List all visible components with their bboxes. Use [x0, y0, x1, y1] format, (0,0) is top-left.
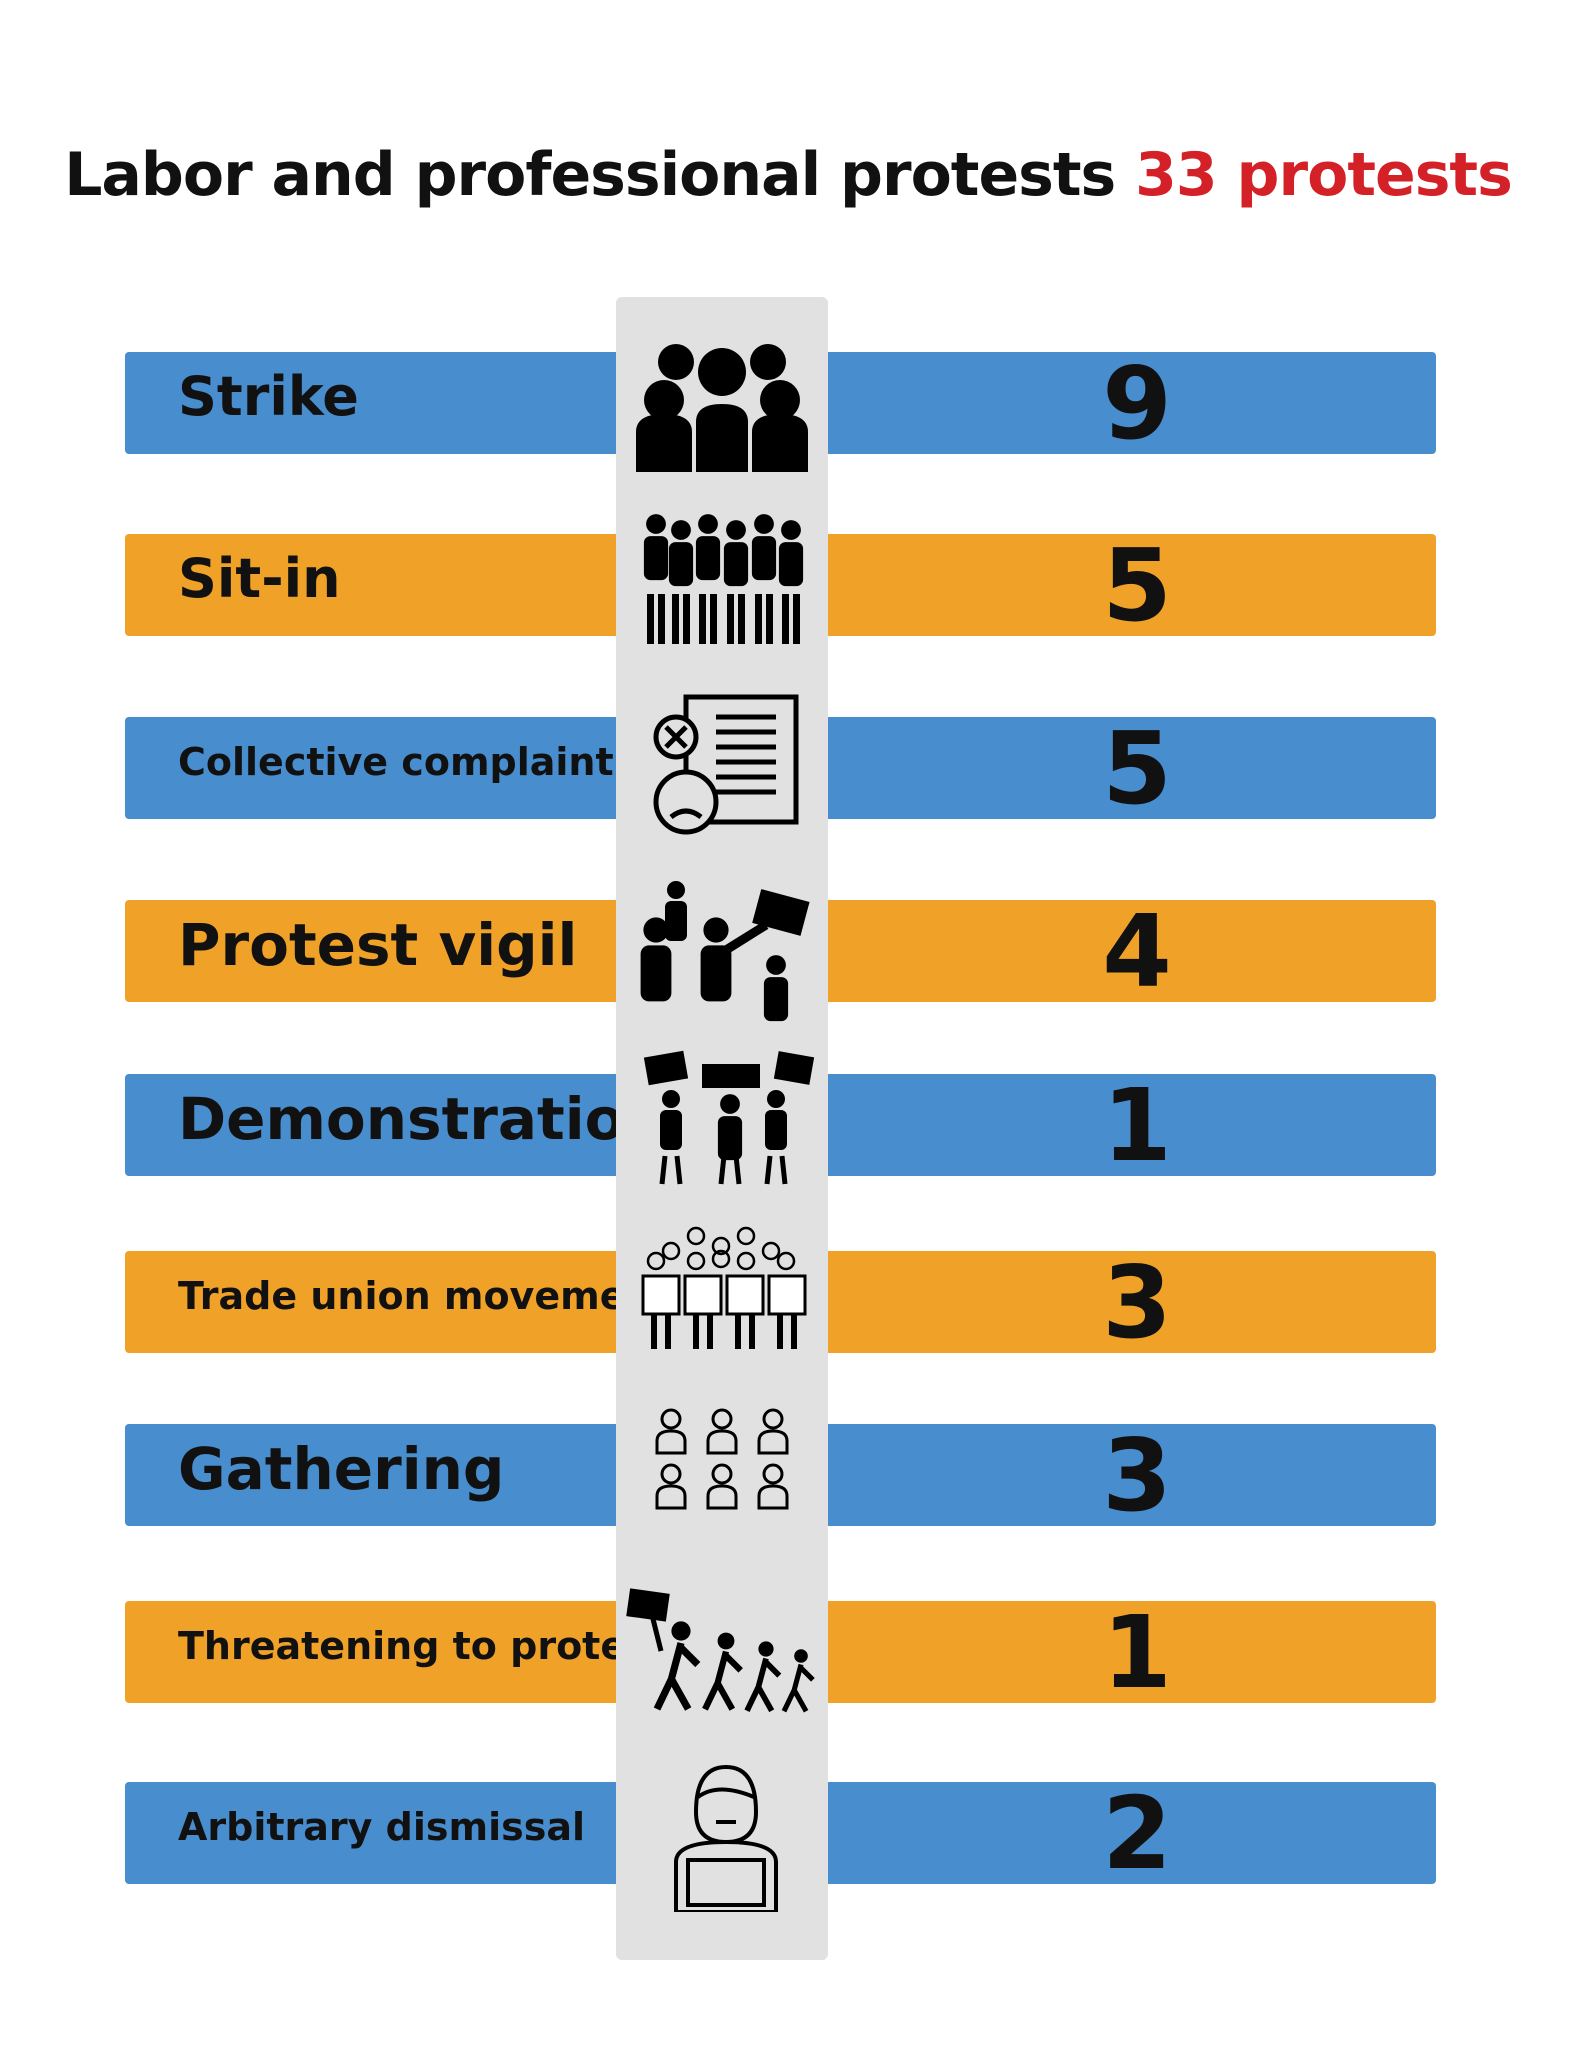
marching-protest-icon [626, 1571, 818, 1721]
protest-vigil-icon [626, 870, 818, 1022]
value-text: 9 [1102, 344, 1172, 462]
gathering-people-icon [626, 1394, 818, 1544]
crowd-icon [626, 322, 818, 472]
category-label: Strike [178, 365, 359, 428]
value-text: 4 [1102, 892, 1172, 1010]
category-label: Demonstration [178, 1085, 666, 1153]
sit-in-group-icon [626, 504, 818, 654]
category-label: Threatening to protest [178, 1624, 667, 1668]
value-text: 3 [1102, 1243, 1172, 1361]
value-text: 3 [1102, 1416, 1172, 1534]
value-text: 5 [1102, 526, 1172, 644]
value-text: 2 [1102, 1774, 1172, 1892]
trade-union-icon [626, 1221, 818, 1371]
category-label: Trade union movement [178, 1274, 671, 1318]
value-text: 5 [1102, 709, 1172, 827]
value-text: 1 [1102, 1066, 1172, 1184]
page-title: Labor and professional protests 33 prote… [0, 140, 1576, 210]
category-label: Arbitrary dismissal [178, 1805, 586, 1849]
category-label: Collective complaint [178, 740, 614, 784]
dismissed-worker-icon [626, 1752, 818, 1914]
category-label: Protest vigil [178, 911, 578, 979]
title-main: Labor and professional protests [64, 140, 1116, 210]
complaint-document-icon [626, 687, 818, 837]
category-label: Sit-in [178, 547, 341, 610]
value-text: 1 [1102, 1593, 1172, 1711]
title-total: 33 protests [1135, 140, 1513, 210]
demonstration-signs-icon [626, 1044, 818, 1194]
category-label: Gathering [178, 1435, 505, 1503]
